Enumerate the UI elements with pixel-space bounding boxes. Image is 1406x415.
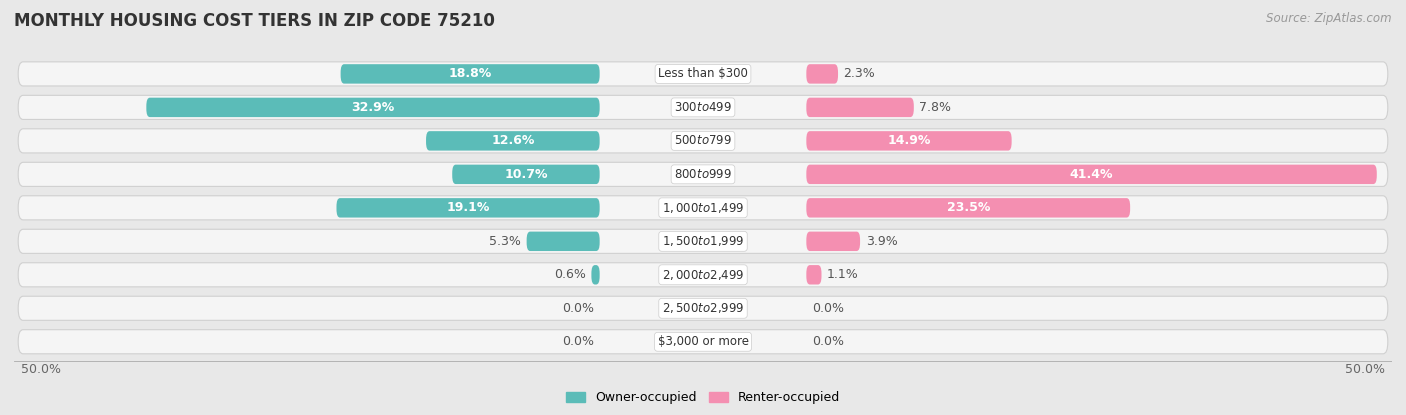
Text: 0.0%: 0.0% [562,302,595,315]
FancyBboxPatch shape [807,98,914,117]
Text: 0.6%: 0.6% [554,269,586,281]
FancyBboxPatch shape [18,296,1388,320]
FancyBboxPatch shape [807,198,1130,217]
Text: 1.1%: 1.1% [827,269,859,281]
Text: 10.7%: 10.7% [505,168,548,181]
FancyBboxPatch shape [807,232,860,251]
FancyBboxPatch shape [18,330,1388,354]
Text: 19.1%: 19.1% [446,201,489,214]
FancyBboxPatch shape [807,265,821,285]
FancyBboxPatch shape [18,95,1388,120]
FancyBboxPatch shape [807,131,1012,151]
Legend: Owner-occupied, Renter-occupied: Owner-occupied, Renter-occupied [561,386,845,410]
Text: 14.9%: 14.9% [887,134,931,147]
Text: 12.6%: 12.6% [491,134,534,147]
Text: 5.3%: 5.3% [489,235,522,248]
FancyBboxPatch shape [18,196,1388,220]
FancyBboxPatch shape [336,198,599,217]
FancyBboxPatch shape [18,263,1388,287]
Text: $1,000 to $1,499: $1,000 to $1,499 [662,201,744,215]
Text: Source: ZipAtlas.com: Source: ZipAtlas.com [1267,12,1392,25]
Text: 7.8%: 7.8% [920,101,952,114]
FancyBboxPatch shape [807,165,1376,184]
FancyBboxPatch shape [18,129,1388,153]
Text: 2.3%: 2.3% [844,67,876,81]
Text: $300 to $499: $300 to $499 [673,101,733,114]
FancyBboxPatch shape [146,98,599,117]
FancyBboxPatch shape [18,162,1388,186]
Text: Less than $300: Less than $300 [658,67,748,81]
Text: 0.0%: 0.0% [811,335,844,348]
FancyBboxPatch shape [426,131,599,151]
FancyBboxPatch shape [18,62,1388,86]
Text: $3,000 or more: $3,000 or more [658,335,748,348]
Text: $2,500 to $2,999: $2,500 to $2,999 [662,301,744,315]
Text: 23.5%: 23.5% [946,201,990,214]
Text: 32.9%: 32.9% [352,101,395,114]
Text: $2,000 to $2,499: $2,000 to $2,499 [662,268,744,282]
FancyBboxPatch shape [340,64,599,83]
Text: 41.4%: 41.4% [1070,168,1114,181]
Text: MONTHLY HOUSING COST TIERS IN ZIP CODE 75210: MONTHLY HOUSING COST TIERS IN ZIP CODE 7… [14,12,495,30]
FancyBboxPatch shape [592,265,599,285]
Text: 18.8%: 18.8% [449,67,492,81]
Text: 3.9%: 3.9% [866,235,897,248]
Text: $500 to $799: $500 to $799 [673,134,733,147]
Text: 0.0%: 0.0% [811,302,844,315]
Text: 0.0%: 0.0% [562,335,595,348]
FancyBboxPatch shape [18,229,1388,254]
Text: 50.0%: 50.0% [21,363,60,376]
FancyBboxPatch shape [453,165,599,184]
FancyBboxPatch shape [807,64,838,83]
Text: $1,500 to $1,999: $1,500 to $1,999 [662,234,744,248]
Text: 50.0%: 50.0% [1346,363,1385,376]
FancyBboxPatch shape [527,232,599,251]
Text: $800 to $999: $800 to $999 [673,168,733,181]
